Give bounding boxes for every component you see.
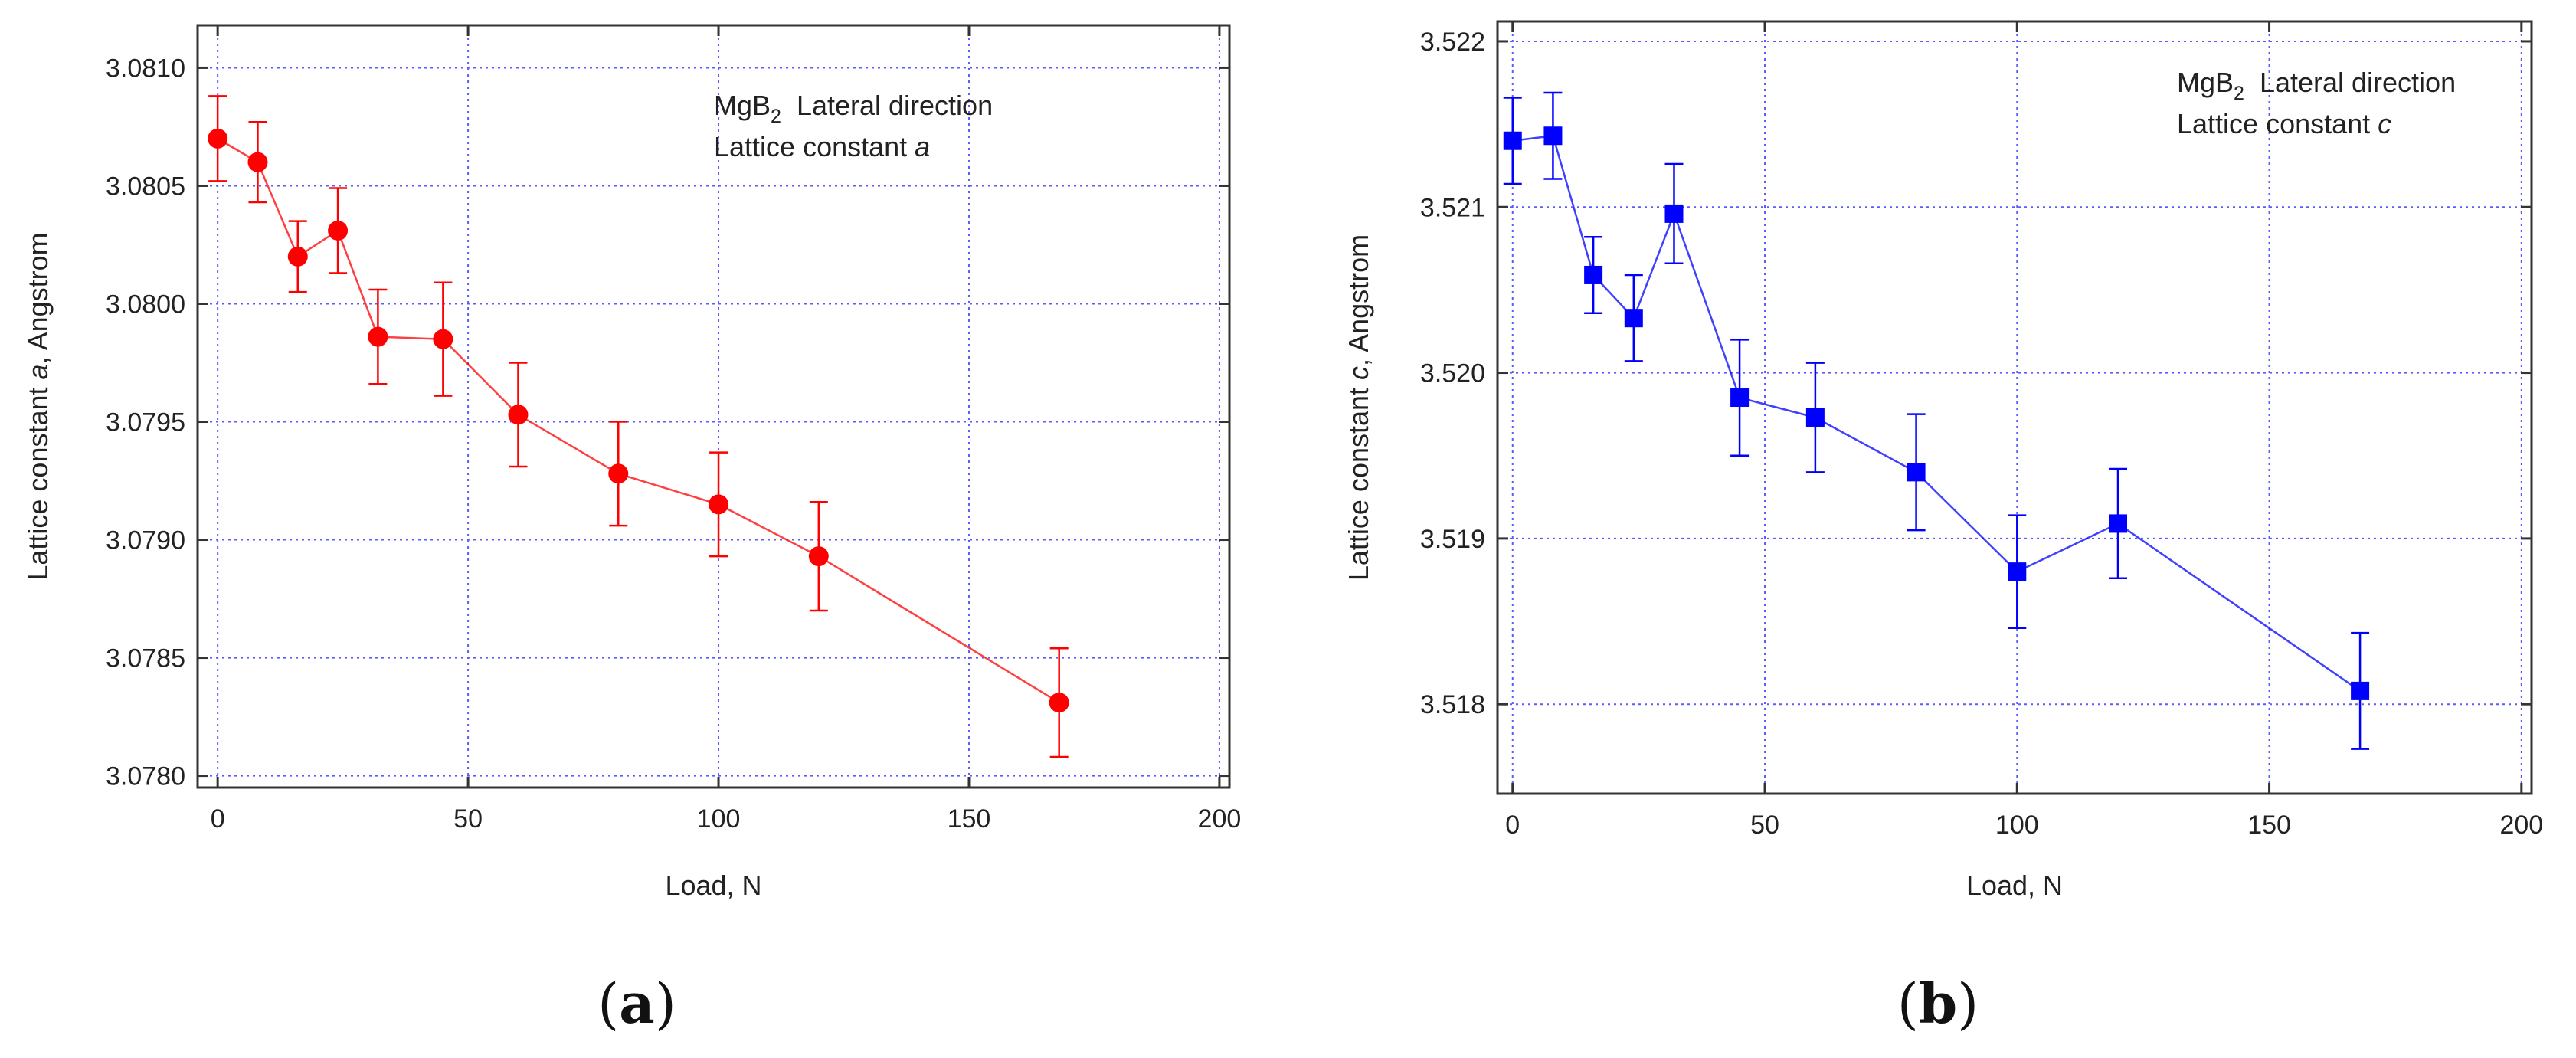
chart-b-point-0 <box>1503 131 1522 150</box>
chart-a-point-7 <box>608 463 629 484</box>
chart-b-point-7 <box>1907 463 1926 482</box>
chart-b-x-tick-label-1: 50 <box>1750 811 1779 840</box>
chart-b-y-axis-label-part-1: c <box>1343 366 1374 380</box>
chart-b-x-tick-label-2: 100 <box>1995 811 2039 840</box>
chart-a-point-8 <box>709 494 729 515</box>
chart-a-x-tick-label-4: 200 <box>1198 804 1242 834</box>
chart-b-y-axis-label-part-0: Lattice constant <box>1343 380 1374 581</box>
chart-a-annotation-variable: a <box>915 131 930 162</box>
chart-a-x-tick-label-2: 100 <box>697 804 741 834</box>
chart-a-annotation-line2: Lattice constant a <box>714 131 930 162</box>
chart-a-y-tick-label-4: 3.0800 <box>106 290 185 319</box>
chart-a-panel-label-open: ( <box>597 971 619 1036</box>
chart-a-y-axis-label-part-0: Lattice constant <box>22 379 54 580</box>
chart-b-point-2 <box>1584 265 1603 284</box>
chart-a-point-10 <box>1049 693 1069 713</box>
chart-b-annotation-variable: c <box>2378 108 2391 139</box>
chart-b-point-10 <box>2351 681 2370 700</box>
chart-a-x-tick-label-1: 50 <box>453 804 483 834</box>
chart-panel-a: 0 50 100 150 200 3.0780 3.0785 3.0790 3.0795 3.08… <box>22 24 1242 1036</box>
chart-a-annotation-line1: MgB2 Lateral direction <box>714 90 993 127</box>
chart-a-y-axis-label-part-1: a <box>22 364 54 379</box>
chart-a-plot-frame <box>196 24 1231 789</box>
chart-b-x-tick-label-3: 150 <box>2247 811 2291 840</box>
chart-a-annotation-text: Lattice constant <box>714 131 915 162</box>
chart-a-y-tick-label-0: 3.0780 <box>106 762 185 791</box>
chart-b-series-line <box>1512 134 2361 692</box>
chart-a-panel-label-letter: a <box>619 971 655 1036</box>
chart-a-annotation-subscript: 2 <box>771 106 781 127</box>
chart-a-point-9 <box>808 546 829 567</box>
chart-a-y-axis-label-part-2: , Angstrom <box>22 232 54 364</box>
chart-b-y-tick-label-3: 3.521 <box>1420 193 1485 222</box>
chart-b-y-tick-label-4: 3.522 <box>1420 28 1485 57</box>
chart-b-point-6 <box>1805 408 1825 427</box>
chart-b-y-axis-label-part-2: , Angstrom <box>1343 234 1374 366</box>
chart-b-y-tick-label-2: 3.520 <box>1420 359 1485 388</box>
chart-b-annotation-subscript: 2 <box>2234 83 2244 104</box>
chart-b-y-axis-label: Lattice constant c, Angstrom <box>1343 234 1374 581</box>
chart-b-panel-label-letter: b <box>1919 971 1957 1036</box>
chart-a-annotation-compound: MgB <box>714 90 771 121</box>
chart-b-annotation-compound: MgB <box>2177 67 2234 98</box>
chart-b-annotation-line2: Lattice constant c <box>2177 108 2391 139</box>
chart-b-y-tick-label-1: 3.519 <box>1420 525 1485 554</box>
chart-a-point-3 <box>328 221 349 241</box>
chart-b-x-tick-label-0: 0 <box>1505 811 1520 840</box>
chart-b-panel-label-open: ( <box>1897 971 1919 1036</box>
chart-b-y-tick-label-0: 3.518 <box>1420 690 1485 719</box>
chart-a-y-tick-label-3: 3.0795 <box>106 408 185 437</box>
chart-a-point-5 <box>433 329 453 349</box>
chart-a-point-0 <box>208 128 228 149</box>
chart-b-plot-frame <box>1496 20 2533 795</box>
chart-a-x-tick-label-0: 0 <box>211 804 225 834</box>
chart-b-x-axis-label: Load, N <box>1966 870 2063 901</box>
chart-b-x-tick-label-4: 200 <box>2499 811 2543 840</box>
chart-b-point-3 <box>1624 309 1643 328</box>
chart-a-x-axis-label: Load, N <box>665 870 761 901</box>
chart-a-y-tick-label-2: 3.0790 <box>106 526 185 555</box>
chart-b-annotation-text: Lattice constant <box>2177 108 2378 139</box>
chart-b-point-5 <box>1730 388 1750 408</box>
chart-b-point-4 <box>1664 204 1684 223</box>
chart-a-panel-label: (a) <box>597 971 676 1036</box>
chart-a-point-2 <box>287 246 308 267</box>
chart-b-panel-label-close: ) <box>1957 971 1979 1036</box>
chart-a-annotation-direction: Lateral direction <box>781 90 993 121</box>
chart-a-y-tick-label-5: 3.0805 <box>106 172 185 201</box>
chart-b-panel-label: (b) <box>1897 971 1979 1036</box>
chart-a-panel-label-close: ) <box>655 971 676 1036</box>
chart-a-point-1 <box>247 152 268 172</box>
chart-b-annotation-line1: MgB2 Lateral direction <box>2177 67 2456 104</box>
chart-b-point-8 <box>2008 562 2027 581</box>
chart-b-annotation-direction: Lateral direction <box>2244 67 2456 98</box>
chart-panel-b: 0 50 100 150 200 3.518 3.519 3.520 3.521 3.522 Loa… <box>1343 20 2543 1036</box>
chart-a-point-6 <box>508 405 529 425</box>
chart-a-point-4 <box>368 326 388 347</box>
chart-a-y-tick-label-1: 3.0785 <box>106 644 185 673</box>
chart-b-point-1 <box>1543 126 1563 146</box>
chart-b-point-9 <box>2109 514 2127 533</box>
chart-a-y-axis-label: Lattice constant a, Angstrom <box>22 232 54 580</box>
chart-a-x-tick-label-3: 150 <box>948 804 991 834</box>
chart-a-y-tick-label-6: 3.0810 <box>106 54 185 83</box>
